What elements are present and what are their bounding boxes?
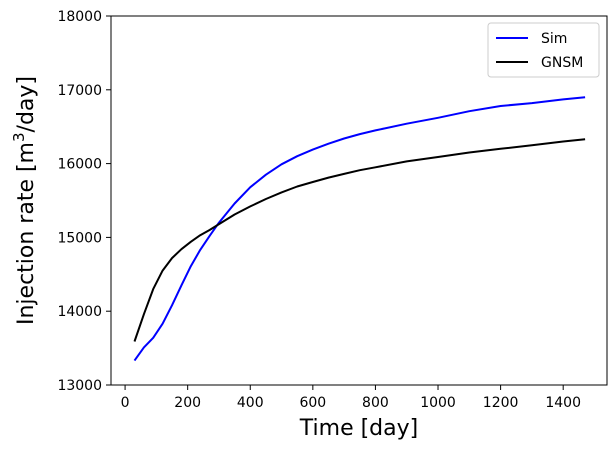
x-axis-label: Time [day] xyxy=(299,416,418,441)
y-axis-label-suffix: /day] xyxy=(14,76,39,132)
legend: Sim GNSM xyxy=(487,22,600,78)
series-line-gnsm xyxy=(133,138,586,342)
legend-label-sim: Sim xyxy=(541,31,567,47)
x-tick-label: 1000 xyxy=(420,395,456,411)
y-tick-label: 14000 xyxy=(57,304,102,320)
x-tick-label: 1400 xyxy=(545,395,581,411)
y-axis-label-superscript: 3 xyxy=(10,132,28,142)
y-tick-label: 13000 xyxy=(57,378,102,394)
x-tick-label: 400 xyxy=(237,395,264,411)
x-tick-label: 0 xyxy=(121,395,130,411)
x-tick-label: 200 xyxy=(174,395,201,411)
y-axis-label-prefix: Injection rate [m xyxy=(14,142,39,325)
y-tick-label: 18000 xyxy=(57,9,102,25)
y-axis-label: Injection rate [m3/day] xyxy=(10,76,39,325)
legend-label-gnsm: GNSM xyxy=(541,55,583,71)
x-tick-label: 1200 xyxy=(483,395,519,411)
y-axis-ticks: 13000 14000 15000 16000 17000 18000 xyxy=(57,9,111,394)
x-tick-label: 800 xyxy=(362,395,389,411)
y-tick-label: 16000 xyxy=(57,157,102,173)
legend-box xyxy=(487,22,600,78)
x-tick-label: 600 xyxy=(299,395,326,411)
plot-area xyxy=(133,96,586,362)
x-axis-ticks: 0 200 400 600 800 1000 1200 1400 xyxy=(121,385,581,411)
plot-frame xyxy=(110,15,608,386)
y-tick-label: 17000 xyxy=(57,83,102,99)
series-line-sim xyxy=(133,96,586,362)
y-tick-label: 15000 xyxy=(57,230,102,246)
